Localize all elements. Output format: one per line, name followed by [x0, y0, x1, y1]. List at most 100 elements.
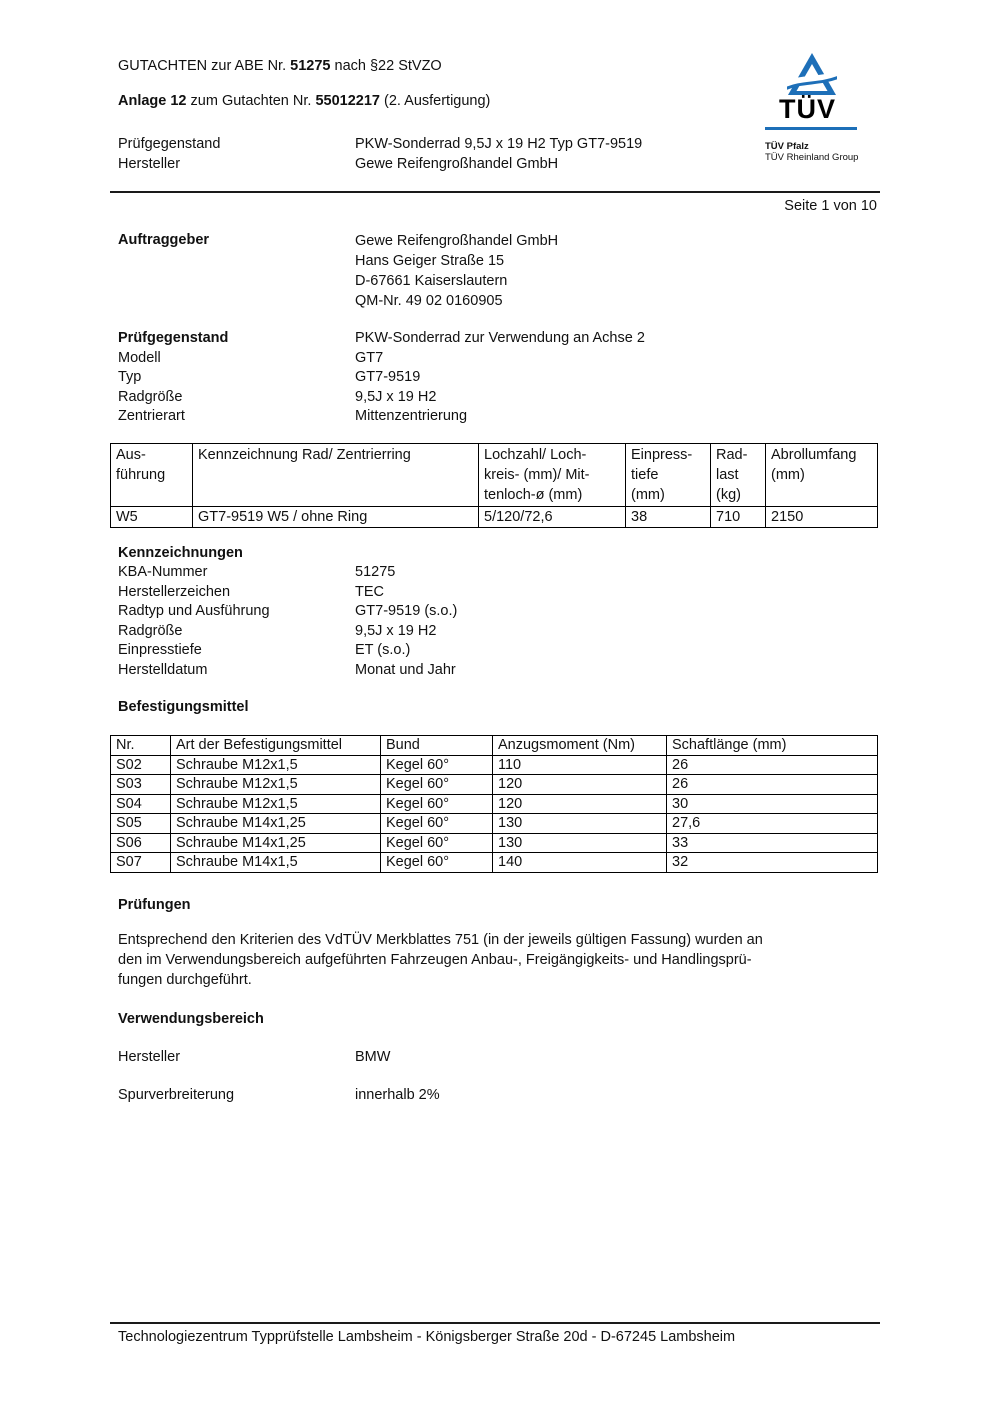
test-object-block: Prüfgegenstand PKW-Sonderrad zur Verwend… [118, 329, 818, 427]
table-header-row: Aus- führung Kennzeichnung Rad/ Zentrier… [110, 443, 878, 507]
row-value: ET (s.o.) [355, 642, 411, 659]
table-header-cell: Kennzeichnung Rad/ Zentrierring [192, 443, 479, 507]
row-value: 51275 [355, 564, 396, 580]
table-cell: 26 [666, 774, 878, 795]
tuv-triangle-icon [783, 52, 841, 96]
table-row: S06 Schraube M14x1,25 Kegel 60° 130 33 [110, 832, 878, 853]
table-cell: 140 [492, 852, 667, 873]
subject-label: Prüfgegenstand [118, 136, 221, 152]
table-row: S04 Schraube M12x1,5 Kegel 60° 120 30 [110, 793, 878, 814]
row-value: PKW-Sonderrad zur Verwendung an Achse 2 [355, 330, 645, 346]
header-subject-row: Prüfgegenstand PKW-Sonderrad 9,5J x 19 H… [118, 135, 758, 155]
table-cell: 33 [666, 832, 878, 853]
test-object-row: Prüfgegenstand PKW-Sonderrad zur Verwend… [118, 329, 818, 349]
table-header-cell: Bund [380, 735, 493, 756]
row-value: 9,5J x 19 H2 [355, 388, 437, 405]
row-value: Mittenzentrierung [355, 408, 468, 425]
table-header-cell: Aus- führung [110, 443, 193, 507]
table-cell: 710 [710, 506, 766, 528]
markings-row: Einpresstiefe ET (s.o.) [118, 641, 818, 661]
row-value: GT7-9519 (s.o.) [355, 603, 458, 620]
logo-subtitle-1: TÜV Pfalz [765, 141, 809, 152]
row-value: GT7 [355, 349, 384, 366]
row-label: Radgröße [118, 388, 183, 405]
table-cell: Schraube M12x1,5 [170, 793, 381, 814]
client-address: Gewe Reifengroßhandel GmbH Hans Geiger S… [355, 231, 558, 311]
table-cell: Kegel 60° [380, 793, 493, 814]
document-title: GUTACHTEN zur ABE Nr. 51275 nach §22 StV… [118, 58, 442, 75]
row-label: Typ [118, 369, 142, 386]
row-label: Herstelldatum [118, 661, 208, 678]
table-cell: Schraube M14x1,25 [170, 832, 381, 853]
table-row: S03 Schraube M12x1,5 Kegel 60° 120 26 [110, 774, 878, 795]
page-indicator: Seite 1 von 10 [784, 198, 877, 214]
header-divider [110, 191, 880, 193]
markings-block: KBA-Nummer 51275 Herstellerzeichen TEC R… [118, 563, 818, 681]
table-header-cell: Lochzahl/ Loch- kreis- (mm)/ Mit- tenloc… [478, 443, 626, 507]
table-cell: Schraube M14x1,5 [170, 852, 381, 873]
table-cell: 120 [492, 793, 667, 814]
logo-subtitle-2: TÜV Rheinland Group [765, 152, 859, 163]
row-value: 9,5J x 19 H2 [355, 622, 437, 639]
logo-rule [765, 127, 857, 130]
markings-row: Herstellerzeichen TEC [118, 583, 818, 603]
markings-row: Herstelldatum Monat und Jahr [118, 661, 818, 681]
anlage-part: (2. Ausfertigung) [379, 93, 491, 109]
tests-heading: Prüfungen [118, 897, 191, 913]
test-object-row: Radgröße 9,5J x 19 H2 [118, 388, 818, 408]
table-cell: Schraube M14x1,25 [170, 813, 381, 834]
subject-value: PKW-Sonderrad 9,5J x 19 H2 Typ GT7-9519 [355, 136, 643, 152]
table-cell: Schraube M12x1,5 [170, 774, 381, 795]
table-cell: 30 [666, 793, 878, 814]
markings-heading: Kennzeichnungen [118, 545, 243, 561]
table-header-row: Nr. Art der Befestigungsmittel Bund Anzu… [110, 735, 878, 756]
tests-paragraph: Entsprechend den Kriterien des VdTÜV Mer… [118, 932, 763, 988]
table-header-cell: Art der Befestigungsmittel [170, 735, 381, 756]
table-cell: GT7-9519 W5 / ohne Ring [192, 506, 479, 528]
title-part: GUTACHTEN zur ABE Nr. [118, 58, 291, 74]
table-header-cell: Nr. [110, 735, 171, 756]
gutachten-number: 55012217 [315, 93, 380, 109]
table-header-cell: Schaftlänge (mm) [666, 735, 878, 756]
table-cell: 130 [492, 813, 667, 834]
row-value: BMW [355, 1049, 391, 1065]
markings-row: KBA-Nummer 51275 [118, 563, 818, 583]
table-cell: 38 [625, 506, 711, 528]
row-label: Herstellerzeichen [118, 583, 231, 600]
table-row: W5 GT7-9519 W5 / ohne Ring 5/120/72,6 38… [110, 506, 878, 528]
header-manufacturer-row: Hersteller Gewe Reifengroßhandel GmbH [118, 155, 758, 175]
table-cell: S02 [110, 754, 171, 775]
table-cell: 5/120/72,6 [478, 506, 626, 528]
manufacturer-label: Hersteller [118, 156, 181, 172]
table-cell: S04 [110, 793, 171, 814]
client-label: Auftraggeber [118, 232, 210, 248]
table-cell: S06 [110, 832, 171, 853]
row-value: innerhalb 2% [355, 1087, 440, 1103]
footer: Technologiezentrum Typprüfstelle Lambshe… [110, 1322, 880, 1346]
markings-row: Radtyp und Ausführung GT7-9519 (s.o.) [118, 602, 818, 622]
table-cell: 2150 [765, 506, 878, 528]
table-row: S05 Schraube M14x1,25 Kegel 60° 130 27,6 [110, 813, 878, 834]
usage-row: Spurverbreiterung innerhalb 2% [118, 1086, 758, 1106]
tuv-logo: TÜV TÜV Pfalz TÜV Rheinland Group [765, 52, 865, 163]
row-label: Radgröße [118, 622, 183, 639]
table-cell: S07 [110, 852, 171, 873]
row-label: Hersteller [118, 1049, 181, 1065]
table-cell: 120 [492, 774, 667, 795]
table-cell: 27,6 [666, 813, 878, 834]
client-address-line: QM-Nr. 49 02 0160905 [355, 293, 503, 309]
row-label: Prüfgegenstand [118, 330, 229, 346]
table-cell: Kegel 60° [380, 813, 493, 834]
table-cell: Kegel 60° [380, 852, 493, 873]
client-address-line: Hans Geiger Straße 15 [355, 253, 505, 269]
manufacturer-value: Gewe Reifengroßhandel GmbH [355, 156, 559, 172]
abe-number: 51275 [290, 58, 331, 74]
client-address-line: D-67661 Kaiserslautern [355, 273, 508, 289]
wheel-spec-table: Aus- führung Kennzeichnung Rad/ Zentrier… [110, 443, 878, 528]
usage-heading: Verwendungsbereich [118, 1011, 264, 1027]
row-value: TEC [355, 583, 384, 600]
row-label: Spurverbreiterung [118, 1087, 235, 1103]
footer-text: Technologiezentrum Typprüfstelle Lambshe… [118, 1329, 736, 1345]
table-cell: 110 [492, 754, 667, 775]
